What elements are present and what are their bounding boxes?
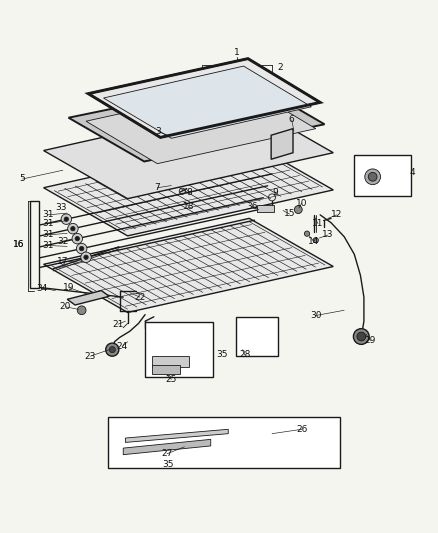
Text: 16: 16	[13, 240, 25, 249]
Text: 4: 4	[408, 168, 414, 177]
Text: 30: 30	[309, 311, 321, 320]
Bar	[108, 417, 339, 468]
Text: 2: 2	[276, 63, 282, 72]
Polygon shape	[123, 439, 210, 455]
Circle shape	[353, 329, 368, 344]
Text: 16: 16	[13, 240, 25, 249]
Text: 15: 15	[283, 209, 295, 219]
Text: 28: 28	[239, 350, 250, 359]
Text: 12: 12	[330, 211, 342, 220]
Text: 35: 35	[162, 460, 173, 469]
Text: 18: 18	[183, 201, 194, 211]
Circle shape	[106, 343, 119, 356]
Text: 1: 1	[233, 49, 239, 58]
Polygon shape	[88, 59, 319, 138]
Text: 32: 32	[57, 237, 68, 246]
Text: 34: 34	[36, 284, 48, 293]
Text: 5: 5	[20, 174, 25, 183]
Text: 31: 31	[42, 241, 53, 250]
Circle shape	[81, 252, 91, 263]
Circle shape	[84, 255, 88, 260]
Text: 27: 27	[161, 449, 172, 458]
Polygon shape	[103, 66, 311, 138]
Polygon shape	[86, 86, 315, 164]
Bar	[151, 356, 188, 367]
Bar	[145, 322, 212, 377]
Text: 31: 31	[42, 211, 53, 220]
Text: 26: 26	[295, 425, 307, 434]
Text: 14: 14	[307, 237, 318, 246]
Text: 29: 29	[364, 336, 375, 345]
Text: 7: 7	[154, 183, 160, 192]
Text: 17: 17	[57, 257, 68, 266]
Circle shape	[367, 172, 376, 181]
Bar	[353, 155, 410, 197]
Circle shape	[364, 169, 380, 184]
Polygon shape	[43, 104, 332, 199]
Text: 35: 35	[215, 350, 227, 359]
Bar	[236, 317, 277, 356]
Circle shape	[75, 237, 79, 241]
Text: 9: 9	[272, 188, 278, 197]
Text: 8: 8	[187, 189, 192, 198]
Circle shape	[61, 214, 71, 224]
Text: 6: 6	[288, 116, 294, 124]
Text: 36: 36	[246, 201, 258, 211]
Polygon shape	[43, 219, 332, 312]
Text: 19: 19	[63, 283, 74, 292]
Text: 3: 3	[155, 127, 161, 136]
Circle shape	[356, 332, 365, 341]
Circle shape	[77, 306, 86, 314]
Text: 31: 31	[42, 230, 53, 239]
Bar	[256, 205, 274, 212]
Polygon shape	[67, 290, 109, 305]
Polygon shape	[43, 142, 332, 236]
Text: 20: 20	[60, 302, 71, 311]
Text: 31: 31	[42, 219, 53, 228]
Circle shape	[79, 246, 84, 251]
Text: 22: 22	[134, 293, 145, 302]
Text: 21: 21	[112, 320, 124, 329]
Polygon shape	[125, 429, 228, 442]
Bar	[151, 365, 180, 374]
Text: 23: 23	[85, 352, 96, 361]
Polygon shape	[271, 128, 292, 159]
Circle shape	[293, 206, 301, 214]
Circle shape	[71, 227, 75, 231]
Text: 25: 25	[165, 375, 177, 384]
Text: 13: 13	[321, 230, 333, 239]
Text: 33: 33	[55, 203, 67, 212]
Circle shape	[64, 217, 68, 221]
Text: 11: 11	[311, 219, 323, 228]
Circle shape	[76, 244, 87, 254]
Text: 10: 10	[295, 199, 307, 207]
Polygon shape	[68, 80, 324, 161]
Circle shape	[304, 231, 309, 236]
Circle shape	[67, 223, 78, 234]
Text: 24: 24	[117, 342, 128, 351]
Circle shape	[72, 233, 82, 244]
Circle shape	[312, 238, 318, 243]
Circle shape	[109, 346, 115, 353]
